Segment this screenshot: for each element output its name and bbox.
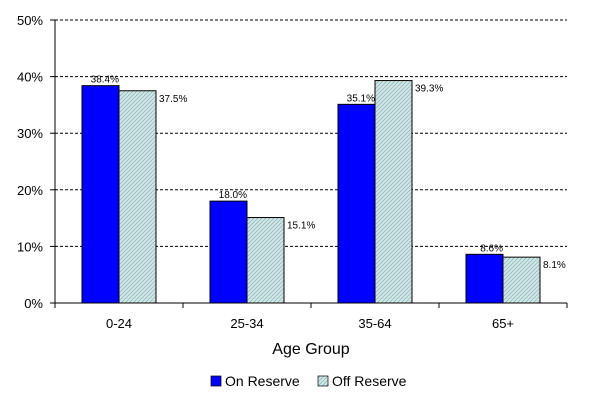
x-tick-label: 65+ bbox=[492, 316, 514, 331]
x-tick-label: 35-64 bbox=[358, 316, 391, 331]
bar-off-reserve bbox=[374, 80, 413, 304]
y-axis-ticks: 0% 10% 20% 30% 40% 50% bbox=[17, 13, 55, 311]
data-labels: 38.4% 37.5% 18.0% 15.1% 35.1% 39.3% 8.6% 8.1% bbox=[91, 75, 566, 271]
data-label-on-reserve: 38.4% bbox=[91, 75, 119, 86]
x-tick-label: 0-24 bbox=[106, 316, 132, 331]
data-label-off-reserve: 15.1% bbox=[287, 221, 315, 232]
data-label-on-reserve: 8.6% bbox=[480, 243, 503, 254]
bar-off-reserve bbox=[502, 256, 541, 304]
legend-swatch-off-reserve bbox=[317, 375, 329, 387]
legend-swatch-on-reserve bbox=[210, 375, 222, 387]
data-label-off-reserve: 8.1% bbox=[543, 260, 566, 271]
data-label-off-reserve: 39.3% bbox=[415, 84, 443, 95]
bars bbox=[81, 80, 541, 304]
bar-on-reserve bbox=[81, 85, 120, 304]
x-axis-ticks: 0-24 25-34 35-64 65+ bbox=[54, 303, 568, 331]
y-tick-label: 20% bbox=[17, 183, 43, 198]
y-tick-label: 30% bbox=[17, 126, 43, 141]
data-label-on-reserve: 35.1% bbox=[347, 93, 375, 104]
x-axis-title: Age Group bbox=[272, 341, 349, 358]
y-tick-label: 40% bbox=[17, 70, 43, 85]
y-tick-label: 50% bbox=[17, 13, 43, 28]
y-tick-label: 10% bbox=[17, 239, 43, 254]
data-label-off-reserve: 37.5% bbox=[159, 94, 187, 105]
legend-label-off-reserve: Off Reserve bbox=[332, 373, 407, 389]
bar-on-reserve bbox=[209, 200, 248, 304]
bar-off-reserve bbox=[118, 90, 157, 304]
bar-on-reserve bbox=[465, 253, 504, 304]
legend: On Reserve Off Reserve bbox=[210, 373, 407, 389]
data-label-on-reserve: 18.0% bbox=[219, 190, 247, 201]
bar-off-reserve bbox=[246, 217, 285, 304]
legend-label-on-reserve: On Reserve bbox=[225, 373, 300, 389]
y-tick-label: 0% bbox=[24, 296, 43, 311]
bar-on-reserve bbox=[337, 103, 376, 304]
x-tick-label: 25-34 bbox=[230, 316, 263, 331]
